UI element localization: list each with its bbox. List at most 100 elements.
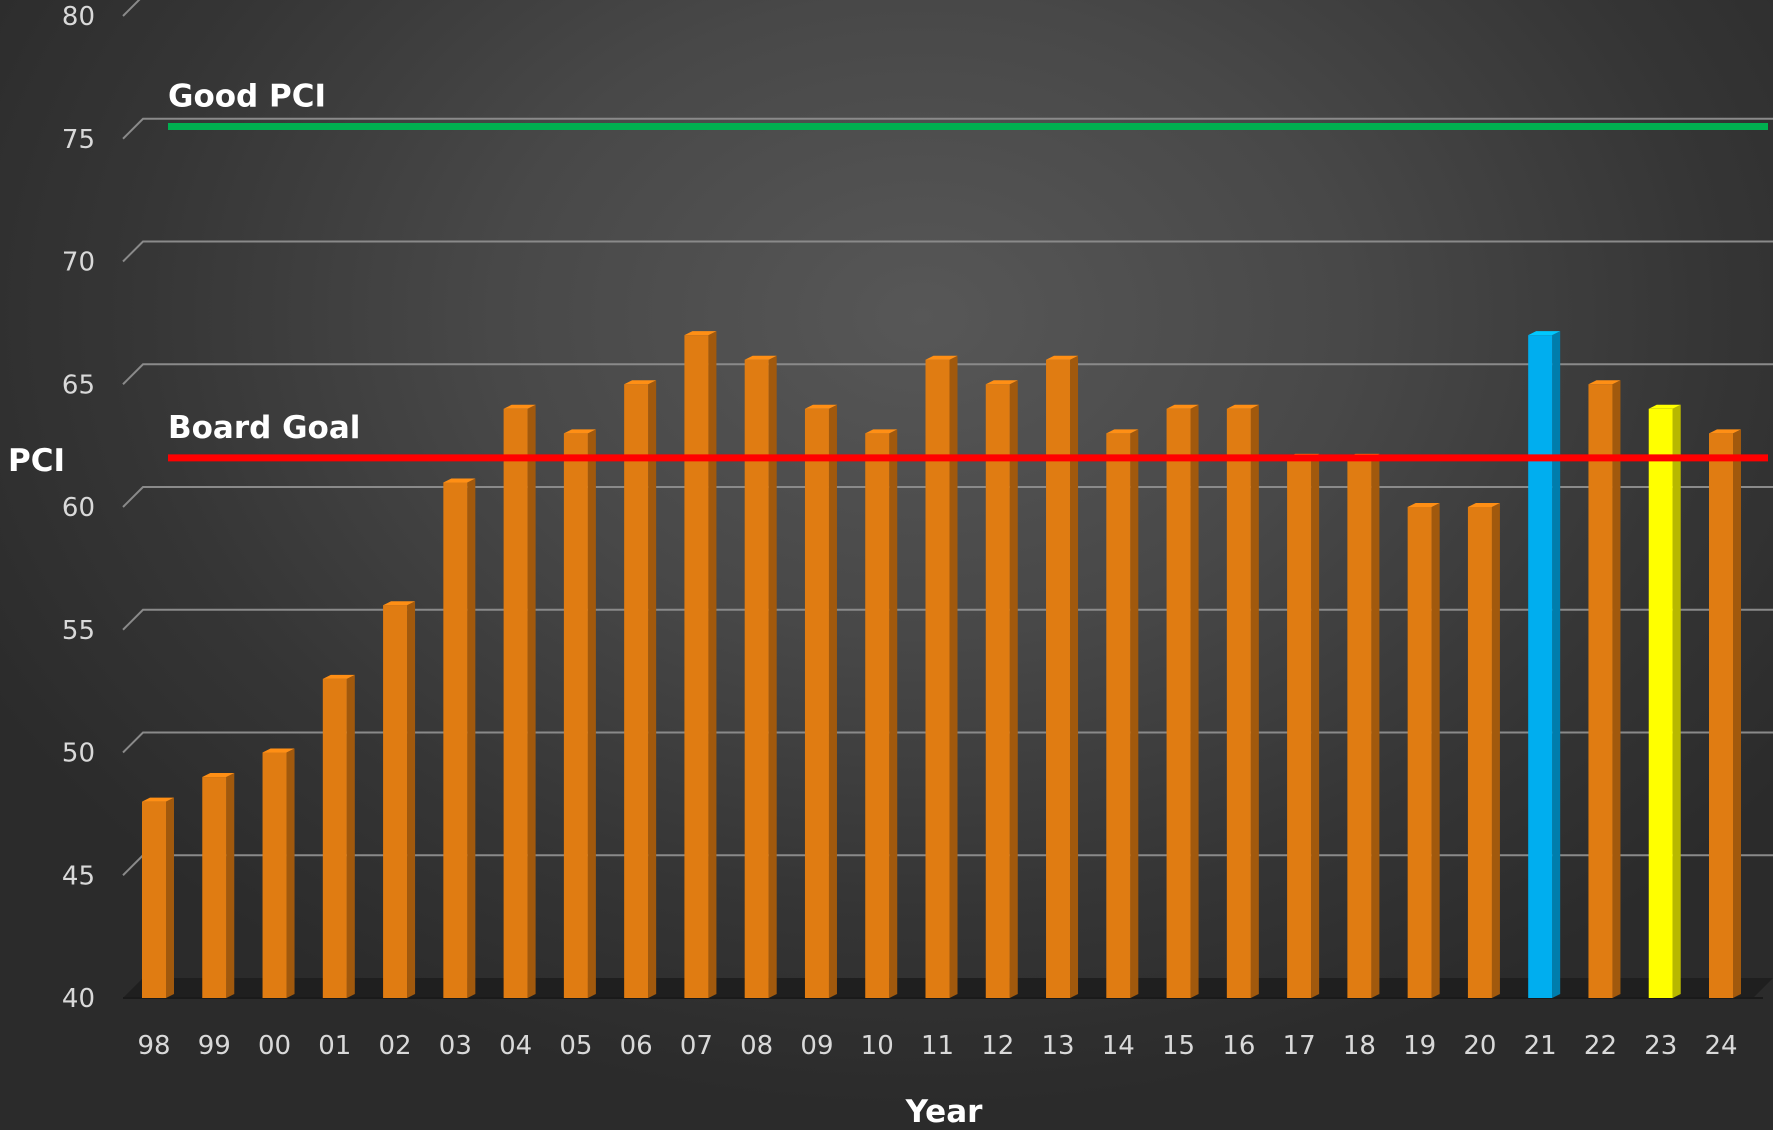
bar xyxy=(1046,355,1079,998)
bar-front xyxy=(1046,359,1071,998)
x-tick-label: 23 xyxy=(1644,1031,1677,1061)
bar-front xyxy=(1166,408,1191,998)
x-tick-label: 17 xyxy=(1283,1031,1316,1061)
bar-side xyxy=(768,355,777,998)
bar-top xyxy=(1407,503,1440,507)
bar-side xyxy=(226,773,235,998)
bar-top xyxy=(1106,429,1139,434)
x-tick-label: 16 xyxy=(1222,1031,1255,1061)
bar-front xyxy=(1347,457,1372,998)
bar-top xyxy=(1166,404,1199,409)
x-axis-title: Year xyxy=(905,1094,984,1130)
bar-top xyxy=(443,478,476,483)
bar xyxy=(1226,404,1259,998)
bar-side xyxy=(1070,355,1079,998)
bar-side xyxy=(648,380,657,998)
x-tick-label: 02 xyxy=(379,1031,412,1061)
x-axis-ticks: 98 99 00 01 02 03 04 05 06 07 08 09 10 11 12 13 14 15 16 17… xyxy=(137,1031,1737,1061)
bar-side xyxy=(1431,503,1440,998)
bar xyxy=(1407,503,1440,998)
bar-front xyxy=(503,408,528,998)
bar-top xyxy=(1046,355,1079,360)
bar-side xyxy=(407,601,416,998)
bar-front xyxy=(142,801,166,998)
gridline xyxy=(122,0,141,17)
y-axis-title: PCI xyxy=(8,443,65,479)
bar-top xyxy=(1467,503,1500,507)
bar-top xyxy=(925,355,958,360)
x-tick-label: 14 xyxy=(1102,1031,1135,1061)
x-tick-label: 01 xyxy=(318,1031,351,1061)
y-tick-label: 50 xyxy=(62,739,95,769)
reference-line-label: Good PCI xyxy=(168,78,326,114)
bar-front xyxy=(804,408,829,998)
x-tick-label: 00 xyxy=(258,1031,291,1061)
bar-side xyxy=(467,478,476,998)
x-tick-label: 09 xyxy=(800,1031,833,1061)
bar xyxy=(1166,404,1199,998)
bar-front xyxy=(1648,408,1673,998)
gridline xyxy=(122,363,1773,385)
bar xyxy=(1588,380,1621,998)
bar-side xyxy=(1250,404,1259,998)
x-tick-label: 07 xyxy=(680,1031,713,1061)
bar-front xyxy=(1528,335,1553,998)
bar-front xyxy=(684,335,709,998)
x-tick-label: 13 xyxy=(1041,1031,1074,1061)
bar xyxy=(925,355,958,998)
x-tick-label: 15 xyxy=(1162,1031,1195,1061)
bar xyxy=(1709,429,1741,999)
x-tick-label: 06 xyxy=(620,1031,653,1061)
y-tick-label: 75 xyxy=(62,125,95,155)
bar-side xyxy=(1612,380,1621,998)
bar-top xyxy=(744,355,777,360)
bar-front xyxy=(624,384,649,998)
bar-top xyxy=(262,748,295,753)
x-tick-label: 11 xyxy=(921,1031,954,1061)
bar-side xyxy=(828,404,837,998)
y-tick-label: 40 xyxy=(62,984,95,1014)
bar-side xyxy=(1491,503,1500,998)
x-tick-label: 24 xyxy=(1704,1031,1737,1061)
x-tick-label: 08 xyxy=(740,1031,773,1061)
bar-front xyxy=(322,678,347,998)
gridline xyxy=(122,240,1773,263)
x-tick-label: 05 xyxy=(559,1031,592,1061)
bar xyxy=(1287,453,1320,998)
bar xyxy=(624,380,657,998)
bar-top xyxy=(563,429,596,434)
bar-side xyxy=(1552,331,1561,998)
reference-lines: Good PCI Board Goal xyxy=(168,78,1768,462)
bar-front xyxy=(1709,433,1733,999)
x-tick-label: 22 xyxy=(1584,1031,1617,1061)
bar xyxy=(443,478,476,998)
bar-side xyxy=(1009,380,1018,998)
x-tick-label: 18 xyxy=(1343,1031,1376,1061)
bar-front xyxy=(443,482,468,998)
bar xyxy=(262,748,295,998)
y-tick-label: 70 xyxy=(62,248,95,278)
bar-front xyxy=(1407,507,1432,998)
bar-side xyxy=(166,797,174,998)
bar-side xyxy=(1672,404,1681,998)
bar-front xyxy=(985,384,1010,998)
gridline xyxy=(122,117,1773,140)
bar-top xyxy=(322,674,355,679)
bar-front xyxy=(865,433,890,999)
bar-top xyxy=(804,404,837,409)
x-tick-label: 04 xyxy=(499,1031,532,1061)
bar xyxy=(142,797,174,998)
x-tick-label: 19 xyxy=(1403,1031,1436,1061)
reference-line-label: Board Goal xyxy=(168,410,360,446)
y-tick-label: 65 xyxy=(62,370,95,400)
bar-side xyxy=(1130,429,1139,999)
bar-side xyxy=(1311,453,1320,998)
bar xyxy=(744,355,777,998)
bar xyxy=(804,404,837,998)
bar-side xyxy=(708,331,717,998)
y-tick-label: 80 xyxy=(62,2,95,32)
x-tick-label: 99 xyxy=(198,1031,231,1061)
bar-front xyxy=(925,359,950,998)
bar xyxy=(1528,331,1561,998)
